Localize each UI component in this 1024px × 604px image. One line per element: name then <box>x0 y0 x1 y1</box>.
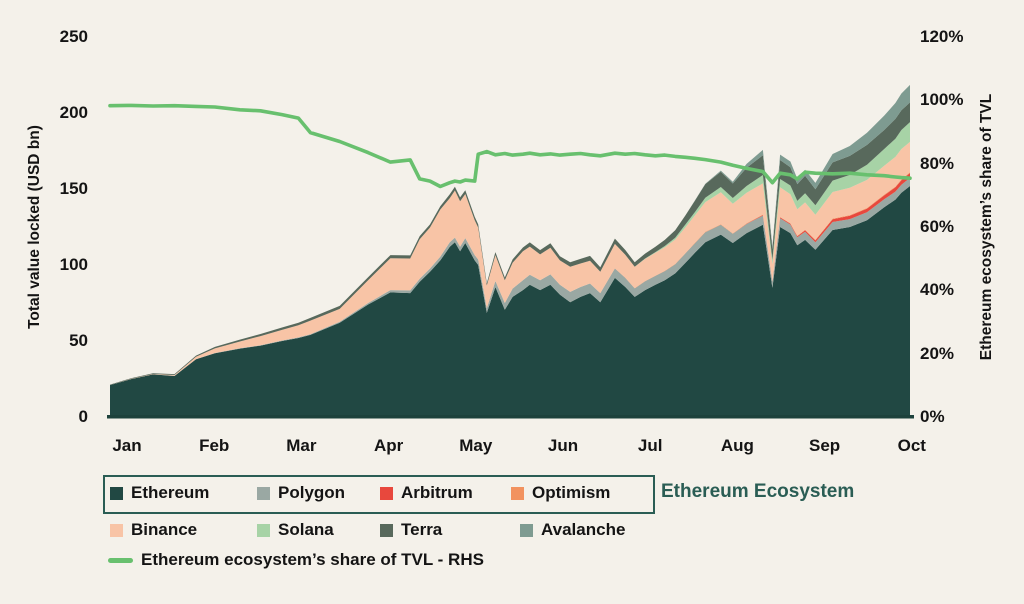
left-axis-title: Total value locked (USD bn) <box>26 125 43 329</box>
x-axis-label: Apr <box>373 436 404 455</box>
legend-label-solana: Solana <box>278 520 334 539</box>
x-axis-label: May <box>459 436 493 455</box>
right-axis-tick: 0% <box>920 407 945 426</box>
legend-label-polygon: Polygon <box>278 483 346 502</box>
x-axis-label: Jan <box>112 436 142 455</box>
legend-item-ethereum: Ethereum <box>110 483 210 502</box>
right-axis-tick: 60% <box>920 217 955 236</box>
x-axis-label: Sep <box>809 436 841 455</box>
legend-item-polygon: Polygon <box>257 483 346 502</box>
share-line-swatch <box>108 557 133 563</box>
legend-item-optimism: Optimism <box>511 483 611 502</box>
share-line-label: Ethereum ecosystem’s share of TVL - RHS <box>141 550 484 569</box>
legend-swatch-binance <box>110 523 123 537</box>
legend-swatch-solana <box>257 523 270 537</box>
legend-swatch-ethereum <box>110 486 123 500</box>
area-binance <box>110 141 910 386</box>
legend-item-solana: Solana <box>257 520 334 539</box>
left-axis-tick: 100 <box>59 255 88 274</box>
x-axis-label: Jul <box>637 436 663 455</box>
legend-swatch-polygon <box>257 486 270 500</box>
left-axis-tick: 250 <box>59 27 88 46</box>
legend-item-share-line: Ethereum ecosystem’s share of TVL - RHS <box>108 550 484 569</box>
x-axis-label: Mar <box>286 436 317 455</box>
legend-label-binance: Binance <box>131 520 198 539</box>
right-axis-tick: 120% <box>920 27 964 46</box>
right-axis-tick: 40% <box>920 280 955 300</box>
right-axis-tick: 100% <box>920 90 964 110</box>
legend-label-avalanche: Avalanche <box>541 520 626 539</box>
legend-item-avalanche: Avalanche <box>520 520 626 539</box>
x-axis-label: Aug <box>720 436 754 455</box>
right-axis-tick: 20% <box>920 343 955 363</box>
legend-swatch-terra <box>380 523 393 537</box>
legend-label-optimism: Optimism <box>532 483 611 502</box>
x-axis-label: Jun <box>547 436 579 455</box>
share-of-tvl-line <box>108 103 912 189</box>
ecosystem-group-label: Ethereum Ecosystem <box>661 481 855 502</box>
legend-swatch-avalanche <box>520 523 533 537</box>
legend-label-ethereum: Ethereum <box>131 483 210 502</box>
legend-item-binance: Binance <box>110 520 198 539</box>
legend-swatch-arbitrum <box>380 486 393 500</box>
area-ethereum <box>110 186 910 417</box>
legend-label-terra: Terra <box>401 520 443 539</box>
legend-item-arbitrum: Arbitrum <box>380 483 473 502</box>
legend-label-arbitrum: Arbitrum <box>401 483 473 502</box>
legend-item-terra: Terra <box>380 520 443 539</box>
x-axis-label: Oct <box>897 436 926 455</box>
legend-swatch-optimism <box>511 486 524 500</box>
right-axis-tick: 80% <box>920 153 955 173</box>
left-axis-tick: 200 <box>59 103 88 122</box>
left-axis-tick: 0 <box>78 407 88 426</box>
left-axis-tick: 50 <box>69 331 88 350</box>
x-axis-baseline <box>107 415 914 419</box>
left-axis-tick: 150 <box>59 179 88 198</box>
x-axis-label: Feb <box>199 436 230 455</box>
legend-box <box>103 475 655 514</box>
